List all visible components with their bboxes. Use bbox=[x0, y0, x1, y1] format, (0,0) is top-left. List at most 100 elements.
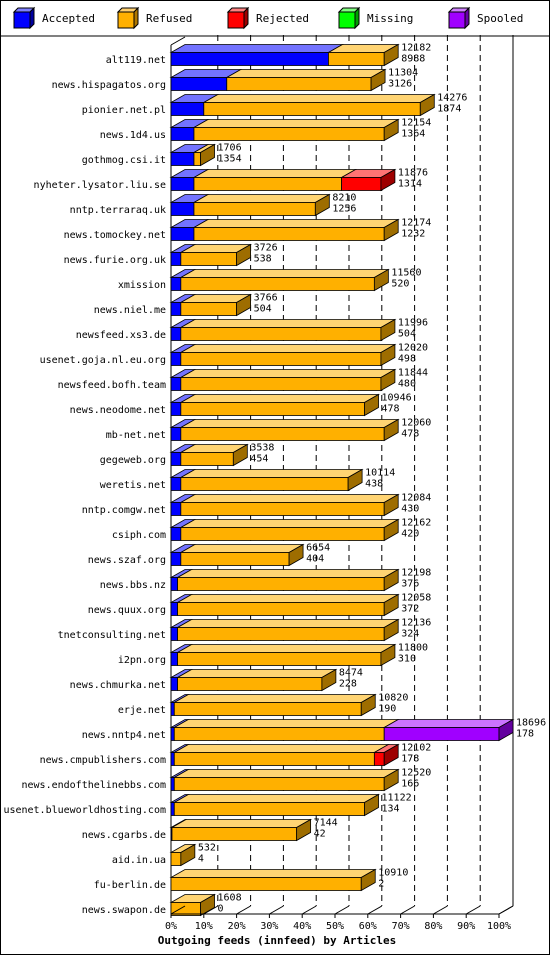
bar-segment-refused bbox=[173, 802, 365, 816]
bar-top-accepted bbox=[169, 44, 344, 53]
bar-accepted-label: 504 bbox=[254, 304, 272, 315]
bar-accepted-label: 3126 bbox=[388, 79, 412, 90]
bar-top-refused bbox=[179, 319, 397, 328]
x-tick bbox=[269, 905, 284, 915]
bar-side bbox=[383, 418, 399, 442]
bar-segment-accepted bbox=[170, 452, 182, 466]
x-tick bbox=[334, 905, 350, 915]
legend-swatch-accepted bbox=[12, 6, 36, 30]
host-label: csiph.com bbox=[112, 530, 166, 541]
bar-accepted-label: 1232 bbox=[401, 229, 425, 240]
bar-top-refused bbox=[176, 644, 397, 653]
bar-top-refused bbox=[192, 194, 331, 203]
x-tick bbox=[400, 905, 415, 915]
bar-top-refused bbox=[179, 544, 305, 553]
bar-top-refused bbox=[225, 69, 387, 78]
bar-side bbox=[383, 518, 399, 542]
bar-segment-refused bbox=[193, 177, 342, 191]
bar-side bbox=[380, 343, 396, 367]
bar-segment-refused bbox=[177, 627, 385, 641]
host-label: nyheter.lysator.liu.se bbox=[34, 180, 166, 191]
bar-segment-accepted bbox=[170, 277, 182, 291]
legend-item-spooled: Spooled bbox=[447, 6, 523, 30]
host-label: news.neodome.net bbox=[70, 405, 166, 416]
bar-top-refused bbox=[172, 769, 400, 778]
bar-top-refused bbox=[172, 794, 381, 803]
bar-segment-refused bbox=[180, 252, 237, 266]
bar-total-label: 3766 bbox=[254, 293, 278, 304]
bar-accepted-label: 430 bbox=[401, 504, 419, 515]
bar-top-refused bbox=[192, 219, 400, 228]
bar-side bbox=[364, 793, 379, 817]
bar-segment-accepted bbox=[170, 777, 175, 791]
y-axis-depth bbox=[170, 36, 186, 46]
host-label: erje.net bbox=[118, 705, 166, 716]
bar-top-refused bbox=[192, 119, 400, 128]
x-axis-title: Outgoing feeds (innfeed) by Articles bbox=[158, 934, 396, 947]
host-label: news.hispagatos.org bbox=[52, 80, 166, 91]
bar-segment-refused bbox=[180, 352, 382, 366]
bar-segment-accepted bbox=[170, 502, 182, 516]
bar-total-label: 10114 bbox=[365, 468, 395, 479]
bar-segment-accepted bbox=[170, 177, 195, 191]
bar-segment-refused bbox=[171, 827, 298, 841]
bar-accepted-label: 438 bbox=[365, 479, 383, 490]
bar-segment-refused bbox=[193, 127, 385, 141]
bar-total-label: 11560 bbox=[391, 268, 421, 279]
bar-side bbox=[498, 718, 514, 742]
bar-segment-refused bbox=[173, 702, 362, 716]
bar-segment-accepted bbox=[170, 252, 182, 266]
bar-segment-refused bbox=[180, 327, 382, 341]
bar-segment-refused bbox=[180, 302, 237, 316]
bar-accepted-label: 0 bbox=[218, 904, 224, 915]
host-label: mb-net.net bbox=[106, 430, 166, 441]
bar-side bbox=[347, 468, 363, 492]
host-label: newsfeed.xs3.de bbox=[76, 330, 166, 341]
x-tick-label: 10% bbox=[195, 921, 213, 932]
bar-total-label: 532 bbox=[198, 843, 216, 854]
bar-top-refused bbox=[179, 519, 400, 528]
bar-top-refused bbox=[192, 169, 358, 178]
host-label: news.1d4.us bbox=[100, 130, 166, 141]
bar-segment-spooled bbox=[383, 727, 500, 741]
bar-total-label: 6654 bbox=[306, 543, 330, 554]
bar-top-refused bbox=[169, 869, 377, 878]
host-label: nntp.terraraq.uk bbox=[70, 205, 166, 216]
host-label: news.furie.org.uk bbox=[64, 255, 166, 266]
bar-total-label: 8474 bbox=[339, 668, 363, 679]
bar-accepted-label: 228 bbox=[339, 679, 357, 690]
legend-swatch-rejected bbox=[226, 6, 250, 30]
bar-side bbox=[232, 443, 248, 467]
host-label: alt119.net bbox=[106, 55, 166, 66]
x-tick-label: 80% bbox=[424, 921, 442, 932]
bar-total-label: 12102 bbox=[401, 743, 431, 754]
host-label: newsfeed.bofh.team bbox=[58, 380, 166, 391]
bar-segment-refused bbox=[226, 77, 372, 91]
bar-side bbox=[180, 843, 196, 867]
legend-item-missing: Missing bbox=[337, 6, 413, 30]
legend-label-refused: Refused bbox=[146, 11, 193, 25]
bar-accepted-label: 190 bbox=[378, 704, 396, 715]
bar-total-label: 7144 bbox=[314, 818, 338, 829]
legend-item-refused: Refused bbox=[116, 6, 192, 30]
bar-segment-rejected bbox=[341, 177, 382, 191]
x-tick bbox=[301, 905, 317, 915]
bar-side bbox=[383, 743, 399, 767]
bar-top-refused bbox=[172, 694, 377, 703]
bar-segment-refused bbox=[173, 777, 385, 791]
bar-total-label: 12162 bbox=[401, 518, 431, 529]
bar-total-label: 11304 bbox=[388, 68, 418, 79]
x-tick-label: 20% bbox=[228, 921, 246, 932]
bar-segment-accepted bbox=[170, 227, 195, 241]
bar-top-refused bbox=[179, 419, 400, 428]
bar-segment-accepted bbox=[170, 377, 182, 391]
host-label: news.nntp4.net bbox=[82, 730, 166, 741]
bar-accepted-label: 478 bbox=[382, 404, 400, 415]
bar-side bbox=[380, 368, 396, 392]
bar-side bbox=[296, 818, 312, 842]
bar-accepted-label: 1364 bbox=[401, 129, 425, 140]
bar-top-refused bbox=[179, 344, 397, 353]
legend-swatch-spooled bbox=[447, 6, 471, 30]
x-tick-label: 50% bbox=[326, 921, 344, 932]
